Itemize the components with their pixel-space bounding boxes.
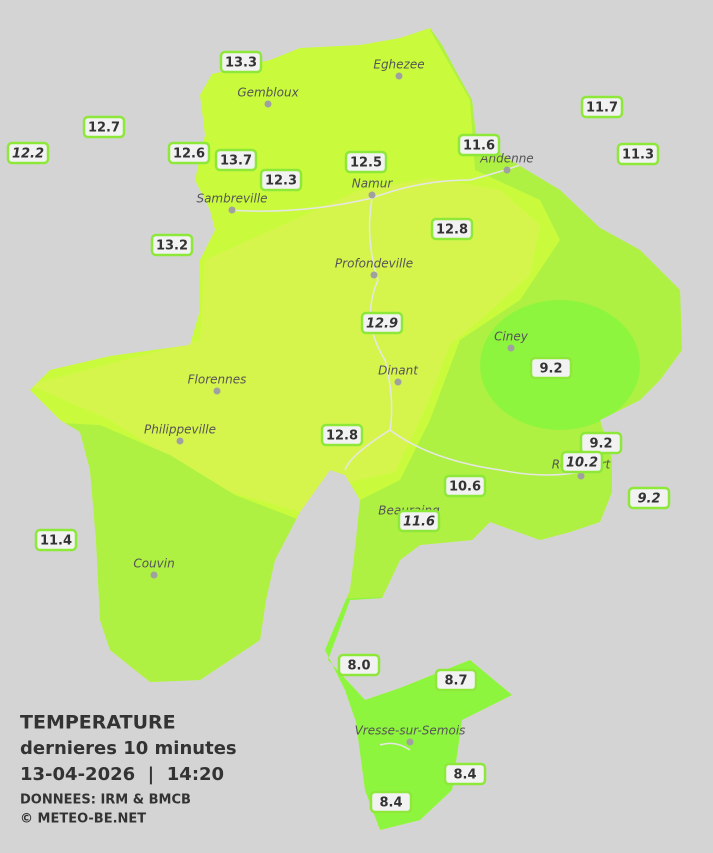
station-box <box>360 311 404 335</box>
legend-title: TEMPERATURE <box>20 712 176 734</box>
station-box <box>82 115 126 139</box>
station-box <box>560 450 604 474</box>
town-dot <box>150 571 158 579</box>
station-value: 13.3 <box>225 56 257 71</box>
station-value: 11.7 <box>586 101 618 116</box>
station-value: 12.8 <box>326 429 358 444</box>
zone-mild <box>30 178 540 512</box>
station-value: 12.3 <box>265 174 297 189</box>
town-dot <box>228 206 236 214</box>
station-box <box>214 148 258 172</box>
town-label: Profondeville <box>335 257 413 271</box>
town-dot <box>370 271 378 279</box>
station-box <box>457 133 501 157</box>
station-value: 11.6 <box>403 515 435 530</box>
station-value: 8.7 <box>444 674 467 689</box>
station-box <box>443 762 487 786</box>
station-box <box>34 528 78 552</box>
station-box <box>344 150 388 174</box>
station-value: 11.3 <box>622 148 654 163</box>
station-value: 11.4 <box>40 534 72 549</box>
town-dot <box>577 472 585 480</box>
town-label: Philippeville <box>144 423 216 437</box>
station-value: 12.5 <box>350 156 382 171</box>
station-box <box>219 50 263 74</box>
town-label: Eghezee <box>373 58 424 72</box>
town-label: Vresse-sur-Semois <box>355 724 466 738</box>
station-value: 9.2 <box>539 362 562 377</box>
station-box <box>6 141 50 165</box>
station-box <box>369 790 413 814</box>
station-value: 8.0 <box>347 659 370 674</box>
station-value: 9.2 <box>637 492 660 507</box>
station-value: 11.6 <box>463 139 495 154</box>
town-dot <box>368 191 376 199</box>
station-value: 8.4 <box>453 768 476 783</box>
station-box <box>167 141 211 165</box>
station-value: 12.9 <box>366 317 398 332</box>
station-value: 12.8 <box>436 223 468 238</box>
town-dot <box>395 72 403 80</box>
legend-subtitle: dernieres 10 minutes <box>20 738 237 759</box>
station-box <box>580 95 624 119</box>
legend-source: DONNEES: IRM & BMCB <box>20 793 191 808</box>
station-value: 12.2 <box>12 147 44 162</box>
station-box <box>150 233 194 257</box>
station-box <box>443 474 487 498</box>
station-box <box>337 653 381 677</box>
town-label: Florennes <box>188 373 247 387</box>
town-label: Namur <box>352 177 394 191</box>
station-box <box>434 668 478 692</box>
zone-cold-south <box>300 590 600 830</box>
river <box>229 164 591 751</box>
legend-copyright: © METEO-BE.NET <box>20 812 146 827</box>
town-dot <box>394 378 402 386</box>
legend-timestamp: 13-04-2026 | 14:20 <box>20 764 224 785</box>
town-dot <box>507 344 515 352</box>
station-value: 12.7 <box>88 121 120 136</box>
town-dot <box>176 437 184 445</box>
station-value: 9.2 <box>589 437 612 452</box>
town-label: Dinant <box>378 364 419 378</box>
town-label: Couvin <box>133 557 174 571</box>
town-label: Gembloux <box>237 86 299 100</box>
station-box <box>529 356 573 380</box>
station-box <box>259 168 303 192</box>
station-value: 12.6 <box>173 147 205 162</box>
town-label: Sambreville <box>196 192 267 206</box>
station-value: 10.6 <box>449 480 481 495</box>
town-dot <box>503 166 511 174</box>
station-box <box>397 509 441 533</box>
station-value: 10.2 <box>566 456 598 471</box>
station-value: 8.4 <box>379 796 402 811</box>
town-dot <box>213 387 221 395</box>
town-dot <box>264 100 272 108</box>
station-value: 13.7 <box>220 154 252 169</box>
station-box <box>430 217 474 241</box>
station-box <box>627 486 671 510</box>
station-value: 13.2 <box>156 239 188 254</box>
town-dot <box>406 738 414 746</box>
station-box <box>320 423 364 447</box>
town-label: Ciney <box>494 330 529 344</box>
station-box <box>616 142 660 166</box>
